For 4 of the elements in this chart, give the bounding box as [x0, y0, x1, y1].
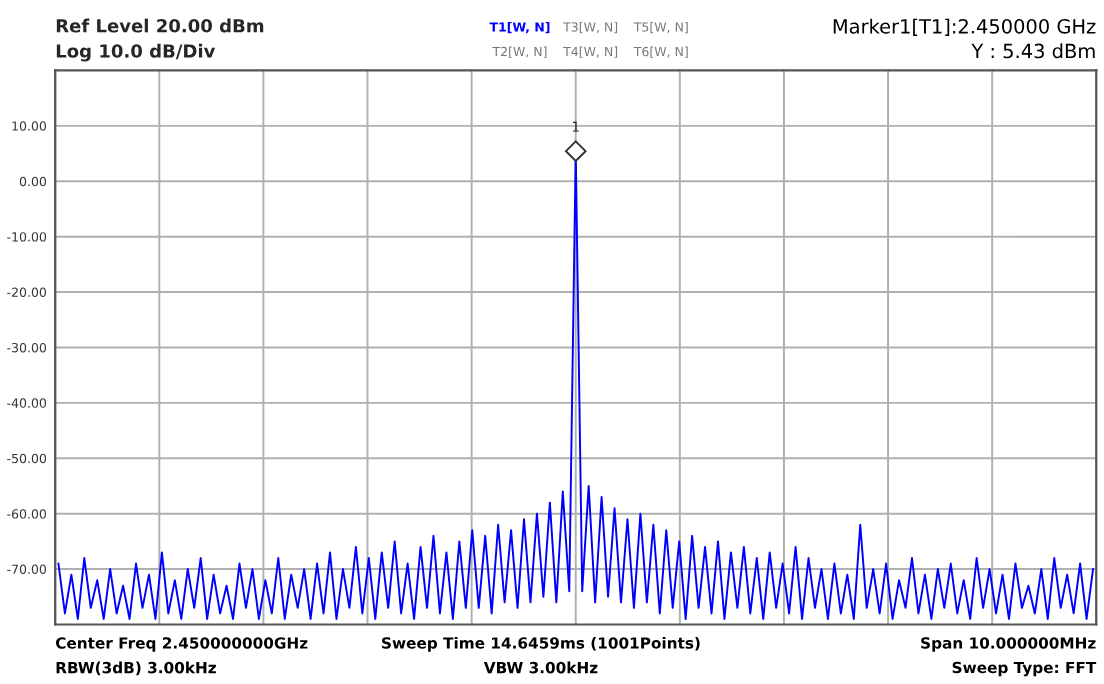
text: Marker1[T1]:2.450000 GHz: [833, 18, 1096, 36]
text: Y : 5.43 dBm: [971, 43, 1095, 59]
chart-subtitle: Log 10.0 dB/Div: [56, 43, 216, 62]
chart-title: Ref Level 20.00 dBm: [56, 18, 264, 33]
